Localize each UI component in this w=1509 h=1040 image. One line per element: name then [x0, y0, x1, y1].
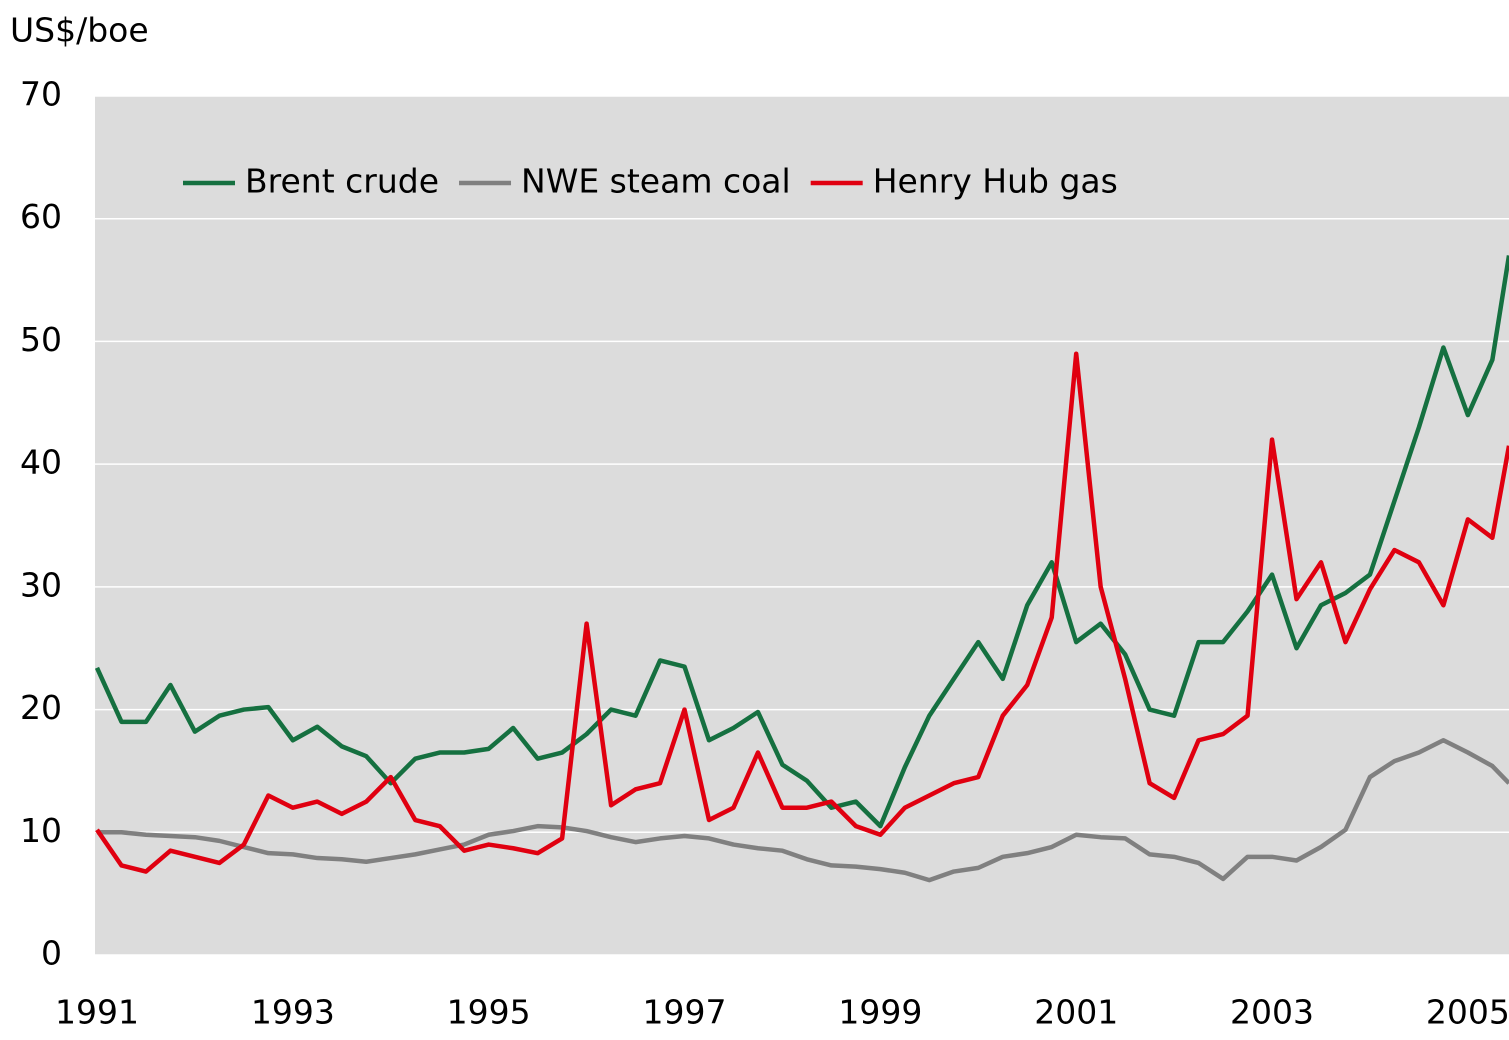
- legend-label: Brent crude: [245, 162, 439, 201]
- y-tick-label: 50: [20, 320, 62, 359]
- x-tick-label: 2003: [1230, 993, 1314, 1032]
- x-tick-label: 1993: [251, 993, 335, 1032]
- x-tick-label: 1997: [643, 993, 727, 1032]
- series-line: [95, 351, 1509, 874]
- y-tick-label: 0: [41, 934, 62, 973]
- y-tick-label: 30: [20, 565, 62, 604]
- series-line: [94, 255, 1509, 829]
- x-tick-label: 1999: [838, 993, 922, 1032]
- y-tick-label: 70: [20, 75, 62, 114]
- y-axis-label: US$/boe: [10, 11, 149, 50]
- series-line: [97, 738, 1509, 883]
- x-tick-label: 1995: [447, 993, 531, 1032]
- y-tick-label: 60: [20, 197, 62, 236]
- legend-label: Henry Hub gas: [873, 162, 1118, 201]
- y-tick-label: 20: [20, 688, 62, 727]
- legend-label: NWE steam coal: [521, 162, 791, 201]
- x-tick-label: 1991: [55, 993, 139, 1032]
- plot-area: [95, 96, 1509, 955]
- y-tick-label: 10: [20, 811, 62, 850]
- x-tick-label: 2001: [1034, 993, 1118, 1032]
- y-tick-label: 40: [20, 443, 62, 482]
- x-tick-label: 2005: [1426, 993, 1509, 1032]
